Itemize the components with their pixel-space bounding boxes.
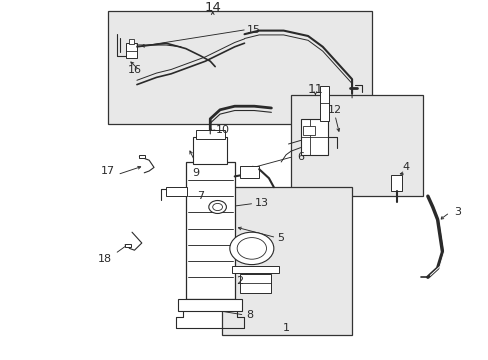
Circle shape <box>229 232 273 265</box>
Bar <box>124 244 130 247</box>
Circle shape <box>212 203 222 211</box>
Text: 15: 15 <box>247 24 261 35</box>
Text: 14: 14 <box>204 1 221 14</box>
Text: 16: 16 <box>127 65 141 75</box>
Text: 10: 10 <box>215 125 229 135</box>
Bar <box>303 126 315 135</box>
Bar <box>126 43 137 58</box>
Bar <box>320 86 328 121</box>
Text: 12: 12 <box>327 105 341 115</box>
Text: 6: 6 <box>297 152 304 162</box>
Bar <box>139 155 145 158</box>
Bar <box>232 266 278 273</box>
Bar <box>239 274 271 293</box>
Bar <box>195 130 224 139</box>
Bar <box>128 39 134 44</box>
Text: 3: 3 <box>453 207 460 217</box>
Text: 17: 17 <box>101 166 114 176</box>
Text: 5: 5 <box>277 233 284 243</box>
Text: 4: 4 <box>402 162 408 172</box>
Circle shape <box>237 238 266 259</box>
Text: 8: 8 <box>245 310 252 320</box>
Text: 9: 9 <box>192 168 199 178</box>
Bar <box>185 162 234 299</box>
Bar <box>107 11 371 124</box>
Bar <box>290 95 422 196</box>
Text: 7: 7 <box>197 191 203 201</box>
Bar <box>193 137 227 164</box>
Bar <box>178 299 242 311</box>
Bar <box>222 187 351 335</box>
Text: 11: 11 <box>307 83 323 96</box>
Bar <box>390 175 401 191</box>
Bar <box>300 119 327 155</box>
Circle shape <box>208 201 226 213</box>
Text: 2: 2 <box>236 276 243 286</box>
Text: 1: 1 <box>282 323 289 333</box>
Text: 13: 13 <box>254 198 268 208</box>
Text: 18: 18 <box>98 254 112 264</box>
Bar <box>239 166 259 178</box>
Bar <box>166 187 186 196</box>
